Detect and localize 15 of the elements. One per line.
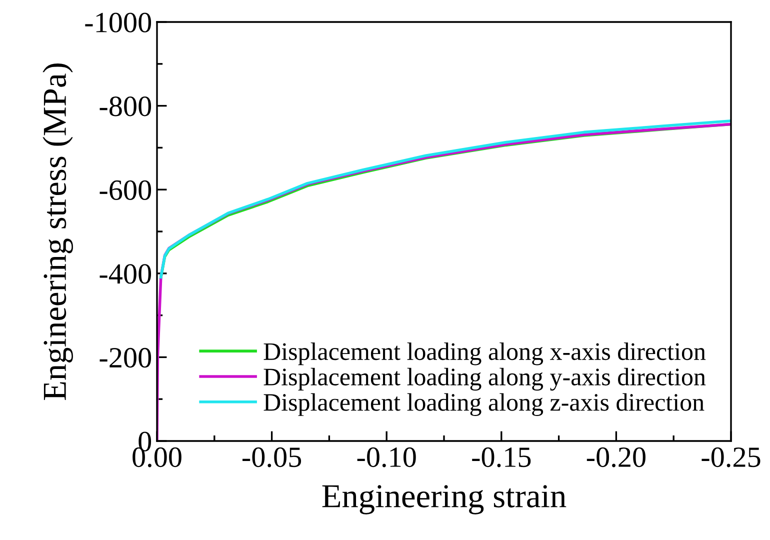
legend-label: Displacement loading along y-axis direction: [264, 368, 706, 391]
x-tick-label: -0.20: [586, 447, 646, 468]
x-tick-label: -0.25: [702, 447, 760, 468]
y-tick-label: -800: [100, 96, 152, 116]
y-tick-label: -1000: [85, 12, 152, 32]
x-tick-label: -0.10: [357, 447, 416, 468]
x-tick-label: -0.15: [472, 447, 531, 468]
x-tick-label: -0.05: [242, 447, 302, 468]
y-axis-title: Engineering stress (MPa): [42, 64, 73, 400]
y-tick-label: -200: [100, 348, 152, 368]
y-tick-label: -600: [100, 180, 152, 200]
y-tick-label: -400: [100, 264, 152, 284]
legend-label: Displacement loading along x-axis direction: [264, 342, 706, 366]
legend-label: Displacement loading along z-axis direction: [264, 393, 704, 416]
x-axis-title: Engineering strain: [322, 485, 566, 514]
